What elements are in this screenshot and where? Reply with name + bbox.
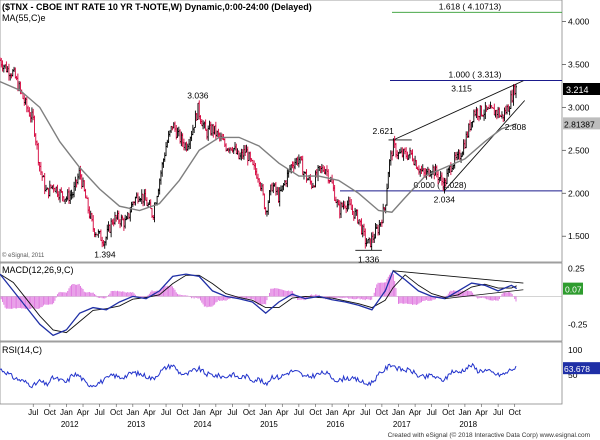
x-axis: Jul Oct Jan Apr Jul Oct Jan Apr Jul Oct Jan Apr Jul O… — [28, 404, 522, 429]
last-price-box — [563, 82, 600, 95]
x-month-label: Jul — [161, 408, 171, 417]
macd-label: MACD(12,26,9,C) — [2, 265, 74, 275]
x-month-label: Jul — [28, 408, 38, 417]
macd-lower-trendline — [444, 289, 524, 300]
y-tick-label: 3.500 — [568, 59, 590, 69]
copyright-bottom: Created with eSignal (© 2018 Interactive… — [388, 431, 590, 439]
key-point-label: 2.808 — [505, 122, 527, 132]
key-point-label: 3.036 — [187, 90, 209, 100]
ma-label: MA(55,C)e — [2, 13, 46, 23]
key-point-labels: 1.394 3.036 1.336 2.621 2.034 3.115 2.808 — [94, 83, 526, 264]
macd-line — [0, 269, 518, 337]
fib-label: 0.000 ( 2.028) — [414, 180, 467, 190]
macd-panel — [0, 262, 563, 342]
rsi-tick-label: 100 — [568, 345, 582, 355]
key-point-label: 2.621 — [373, 126, 395, 136]
macd-value-box — [563, 282, 583, 295]
key-point-label: 1.394 — [94, 249, 116, 259]
x-year-label: 2018 — [459, 420, 477, 429]
rsi-line — [0, 362, 517, 389]
rsi-panel — [0, 341, 563, 405]
x-year-label: 2017 — [393, 420, 411, 429]
x-month-label: Jul — [294, 408, 304, 417]
x-month-label: Jan — [458, 408, 471, 417]
ma-line — [0, 80, 517, 213]
x-month-label: Jul — [360, 408, 370, 417]
x-month-label: Jul — [427, 408, 437, 417]
x-month-label: Jul — [95, 408, 105, 417]
x-year-label: 2016 — [327, 420, 345, 429]
last-price-value: 3.214 — [566, 85, 589, 95]
fib-label: 1.618 ( 4.10713) — [439, 1, 502, 11]
ma-value-box — [563, 117, 600, 130]
key-point-label: 1.336 — [358, 254, 380, 264]
ma-55-line — [0, 80, 517, 213]
x-month-label: Jan — [392, 408, 405, 417]
x-month-label: Apr — [409, 408, 422, 417]
macd-tick-label: -0.25 — [568, 319, 588, 329]
trend-lines — [355, 80, 526, 251]
x-month-label: Jan — [326, 408, 339, 417]
macd-value: 0.07 — [565, 285, 582, 295]
x-month-label: Jan — [259, 408, 272, 417]
x-month-label: Oct — [176, 408, 189, 417]
x-month-label: Oct — [309, 408, 322, 417]
x-month-label: Oct — [44, 408, 57, 417]
y-tick-label: 1.500 — [568, 231, 590, 241]
x-month-label: Jan — [126, 408, 139, 417]
x-year-label: 2012 — [61, 420, 79, 429]
y-tick-label: 4.000 — [568, 16, 590, 26]
x-year-label: 2015 — [260, 420, 278, 429]
x-month-label: Oct — [110, 408, 123, 417]
x-month-label: Oct — [442, 408, 455, 417]
rsi-value-box — [563, 362, 600, 375]
x-month-label: Oct — [508, 408, 521, 417]
macd-plot: 0.25 -0.25 0.07 — [0, 264, 588, 337]
macd-upper-trendline — [393, 270, 524, 284]
key-point-label: 2.034 — [434, 194, 456, 204]
y-axis: 4.000 3.500 3.000 2.500 2.000 1.500 3.214 2.813… — [562, 16, 600, 241]
x-year-label: 2013 — [127, 420, 145, 429]
price-panel — [0, 0, 563, 263]
x-month-label: Oct — [376, 408, 389, 417]
x-month-label: Apr — [143, 408, 156, 417]
macd-tick-label: 0.25 — [568, 264, 585, 274]
rsi-label: RSI(14,C) — [2, 345, 42, 355]
rsi-value: 63.678 — [564, 364, 590, 374]
lower-trend-line — [443, 100, 526, 192]
x-month-label: Oct — [243, 408, 256, 417]
rsi-tick-label: 50 — [568, 370, 578, 380]
copyright-top: © eSignal, 2011 — [2, 252, 45, 259]
x-month-label: Apr — [77, 408, 90, 417]
chart-title: ($TNX - CBOE INT RATE 10 YR T-NOTE,W) Dy… — [2, 2, 312, 12]
x-month-label: Apr — [210, 408, 223, 417]
x-month-label: Apr — [276, 408, 289, 417]
x-month-label: Jan — [193, 408, 206, 417]
fib-levels: 1.618 ( 4.10713) 1.000 ( 3.313) 0.000 ( 2.… — [340, 1, 562, 192]
macd-signal-line — [0, 273, 517, 334]
y-tick-label: 3.000 — [568, 102, 590, 112]
x-month-label: Jan — [60, 408, 73, 417]
x-year-label: 2014 — [194, 420, 212, 429]
key-point-label: 3.115 — [451, 83, 472, 93]
ma-value: 2.81387 — [564, 119, 595, 129]
x-month-label: Apr — [342, 408, 355, 417]
x-month-label: Jul — [227, 408, 237, 417]
y-tick-label: 2.000 — [568, 188, 590, 198]
price-candles — [0, 57, 518, 251]
x-month-label: Apr — [475, 408, 488, 417]
x-month-label: Jul — [493, 408, 503, 417]
fib-label: 1.000 ( 3.313) — [449, 69, 502, 79]
y-tick-label: 2.500 — [568, 145, 590, 155]
upper-channel-line — [392, 80, 524, 141]
